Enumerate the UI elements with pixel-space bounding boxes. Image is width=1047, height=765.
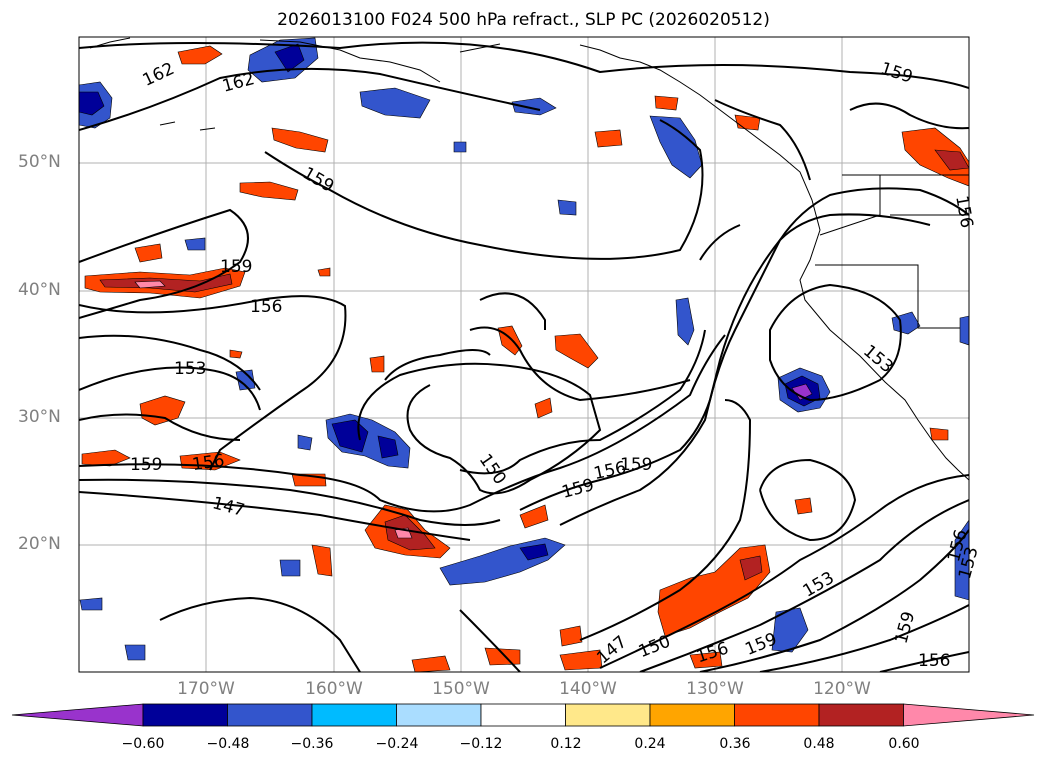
negative-anomaly — [274, 43, 305, 73]
lat-label-50n: 50°N — [18, 152, 61, 172]
contour-label: 159 — [130, 455, 162, 475]
positive-anomaly — [134, 243, 163, 263]
positive-anomaly — [317, 267, 331, 277]
colorbar-extend-low — [11, 703, 144, 727]
contour-label: 159 — [620, 455, 652, 475]
lon-label-120w: 120°W — [813, 679, 871, 699]
positive-anomaly — [901, 127, 969, 187]
contour-label: 156 — [191, 451, 226, 475]
colorbar-segment — [142, 703, 228, 727]
negative-anomaly — [235, 369, 256, 391]
colorbar-tick-label: 0.60 — [888, 736, 920, 752]
contour-label: 156 — [250, 297, 282, 317]
colorbar-segment — [396, 703, 482, 727]
positive-anomaly — [794, 497, 813, 515]
positive-anomaly — [81, 449, 131, 467]
colorbar-tick-label: −0.48 — [206, 736, 250, 752]
colorbar-segment — [565, 703, 651, 727]
colorbar-tick-label: 0.48 — [803, 736, 835, 752]
map-frame — [78, 36, 970, 673]
lon-label-150w: 150°W — [432, 679, 490, 699]
negative-anomaly — [279, 559, 301, 577]
positive-anomaly — [929, 427, 949, 441]
positive-anomaly — [99, 273, 233, 293]
negative-anomaly — [377, 435, 399, 459]
colorbar-segment — [311, 703, 397, 727]
negative-anomaly — [297, 434, 313, 451]
shaded-field — [79, 37, 969, 672]
negative-anomaly — [184, 237, 206, 251]
lon-label-160w: 160°W — [305, 679, 363, 699]
positive-anomaly — [559, 625, 583, 647]
colorbar-tick-label: −0.24 — [375, 736, 419, 752]
negative-anomaly — [959, 315, 969, 346]
negative-anomaly — [557, 199, 577, 216]
negative-anomaly — [359, 87, 431, 119]
positive-anomaly — [739, 555, 763, 581]
negative-anomaly — [954, 519, 969, 601]
colorbar-segment — [480, 703, 566, 727]
colorbar-segment — [818, 703, 904, 727]
negative-anomaly — [675, 297, 695, 346]
colorbar-tick-label: −0.12 — [459, 736, 503, 752]
positive-anomaly — [139, 395, 186, 426]
positive-anomaly — [311, 544, 333, 577]
colorbar — [11, 703, 1035, 727]
colorbar-segment — [227, 703, 313, 727]
contour-label: 156 — [918, 651, 950, 671]
negative-anomaly — [79, 597, 103, 611]
positive-anomaly — [271, 127, 329, 153]
positive-anomaly — [484, 647, 521, 666]
colorbar-tick-label: 0.12 — [550, 736, 582, 752]
positive-anomaly — [239, 181, 299, 201]
colorbar-tick-label: 0.36 — [719, 736, 751, 752]
negative-anomaly — [124, 644, 146, 661]
lon-label-170w: 170°W — [177, 679, 235, 699]
contour-label: 159 — [220, 257, 252, 277]
slp-contours — [79, 41, 969, 672]
negative-anomaly — [511, 97, 557, 116]
colorbar-extend-high — [903, 703, 1035, 727]
colorbar-tick-label: −0.60 — [121, 736, 165, 752]
contour-label: 153 — [174, 359, 206, 379]
map-title: 2026013100 F024 500 hPa refract., SLP PC… — [277, 10, 770, 30]
lon-label-130w: 130°W — [686, 679, 744, 699]
negative-anomaly — [649, 115, 703, 179]
colorbar-tick-label: 0.24 — [634, 736, 666, 752]
positive-anomaly — [654, 95, 679, 111]
positive-anomaly — [177, 45, 223, 65]
positive-anomaly — [411, 655, 451, 672]
positive-anomaly — [594, 129, 623, 148]
negative-anomaly — [519, 543, 549, 561]
positive-anomaly — [519, 504, 549, 529]
positive-anomaly — [554, 333, 599, 369]
colorbar-segment — [649, 703, 735, 727]
lat-label-40n: 40°N — [18, 280, 61, 300]
negative-anomaly — [79, 91, 105, 116]
positive-anomaly — [134, 280, 166, 289]
negative-anomaly — [791, 383, 813, 401]
graticule — [79, 37, 969, 672]
positive-anomaly — [229, 349, 243, 359]
colorbar-tick-label: −0.36 — [290, 736, 334, 752]
positive-anomaly — [934, 149, 969, 171]
positive-anomaly — [369, 355, 385, 373]
positive-anomaly — [534, 397, 553, 419]
lon-label-140w: 140°W — [559, 679, 617, 699]
colorbar-segment — [734, 703, 820, 727]
negative-anomaly — [771, 607, 809, 653]
positive-anomaly — [689, 651, 723, 669]
lat-label-30n: 30°N — [18, 407, 61, 427]
lat-label-20n: 20°N — [18, 534, 61, 554]
negative-anomaly — [453, 141, 467, 153]
